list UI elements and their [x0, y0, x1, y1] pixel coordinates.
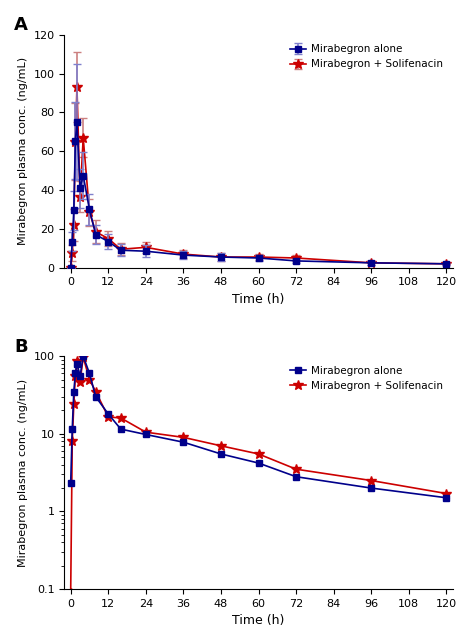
Mirabegron alone — [118, 425, 124, 433]
X-axis label: Time (h): Time (h) — [232, 614, 285, 627]
Mirabegron alone — [368, 484, 374, 492]
Legend: Mirabegron alone, Mirabegron + Solifenacin: Mirabegron alone, Mirabegron + Solifenac… — [286, 40, 447, 73]
Mirabegron + Solifenacin — [81, 354, 86, 361]
Mirabegron alone — [68, 480, 73, 488]
Legend: Mirabegron alone, Mirabegron + Solifenacin: Mirabegron alone, Mirabegron + Solifenac… — [286, 361, 447, 395]
Mirabegron + Solifenacin — [218, 442, 224, 450]
Mirabegron alone — [73, 370, 78, 377]
Mirabegron + Solifenacin — [93, 388, 99, 395]
Mirabegron alone — [105, 410, 111, 418]
Mirabegron alone — [444, 494, 449, 502]
Mirabegron alone — [71, 388, 77, 395]
Mirabegron alone — [143, 431, 149, 439]
Mirabegron + Solifenacin — [118, 414, 124, 422]
Mirabegron + Solifenacin — [77, 378, 83, 386]
Mirabegron alone — [69, 425, 75, 433]
Mirabegron alone — [93, 393, 99, 401]
Mirabegron + Solifenacin — [68, 589, 73, 596]
Y-axis label: Mirabegron plasma conc. (ng/mL): Mirabegron plasma conc. (ng/mL) — [18, 379, 28, 567]
Mirabegron + Solifenacin — [105, 413, 111, 421]
Mirabegron alone — [181, 439, 186, 446]
Mirabegron + Solifenacin — [71, 401, 77, 408]
Mirabegron + Solifenacin — [293, 466, 299, 473]
Mirabegron + Solifenacin — [368, 477, 374, 484]
Mirabegron + Solifenacin — [74, 357, 80, 365]
Line: Mirabegron alone: Mirabegron alone — [67, 353, 450, 501]
Mirabegron alone — [255, 459, 261, 467]
Mirabegron + Solifenacin — [87, 375, 92, 383]
Text: B: B — [14, 337, 27, 355]
Mirabegron alone — [74, 360, 80, 368]
Mirabegron alone — [81, 352, 86, 360]
X-axis label: Time (h): Time (h) — [232, 293, 285, 306]
Mirabegron + Solifenacin — [181, 433, 186, 441]
Mirabegron + Solifenacin — [73, 372, 78, 380]
Text: A: A — [14, 16, 28, 34]
Line: Mirabegron + Solifenacin: Mirabegron + Solifenacin — [66, 352, 451, 598]
Mirabegron + Solifenacin — [444, 489, 449, 497]
Mirabegron alone — [87, 370, 92, 377]
Mirabegron alone — [293, 473, 299, 480]
Mirabegron + Solifenacin — [69, 437, 75, 445]
Mirabegron alone — [218, 450, 224, 458]
Mirabegron alone — [77, 372, 83, 380]
Y-axis label: Mirabegron plasma conc. (ng/mL): Mirabegron plasma conc. (ng/mL) — [18, 57, 28, 245]
Mirabegron + Solifenacin — [255, 450, 261, 458]
Mirabegron + Solifenacin — [143, 428, 149, 436]
